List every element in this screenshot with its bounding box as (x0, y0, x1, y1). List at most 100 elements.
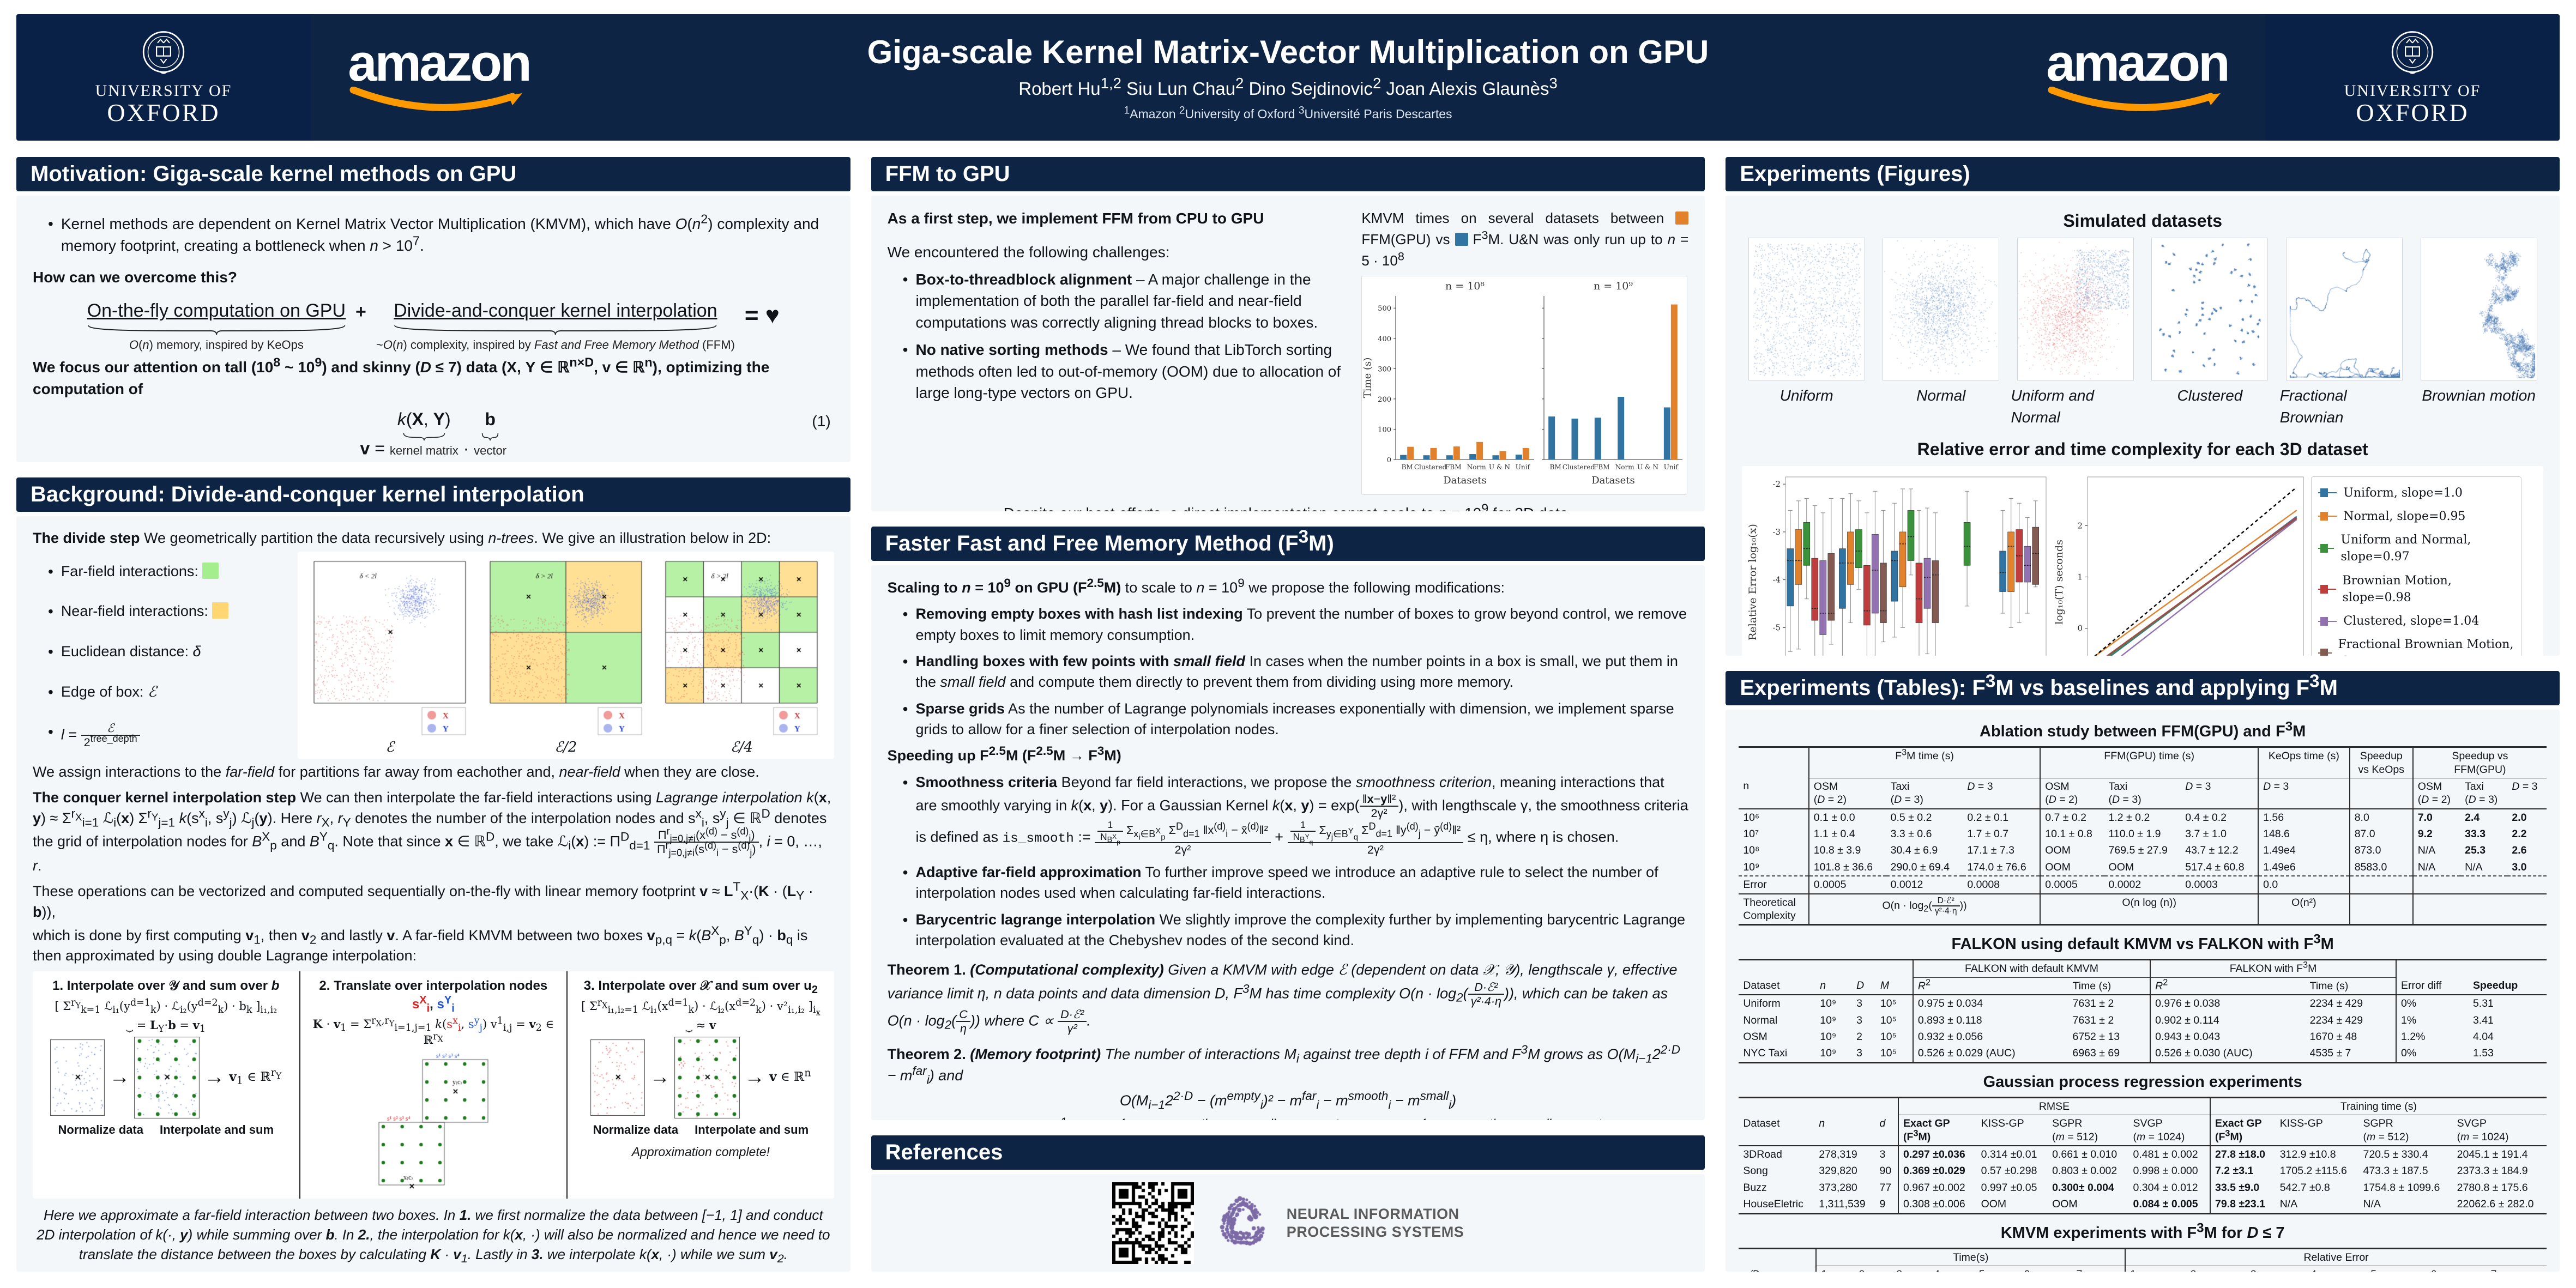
bullet-dot: • (48, 563, 53, 580)
term1-text: On-the-fly computation on GPU (87, 300, 346, 322)
f3m-bullet-list-1: • Removing empty boxes with hash list ind… (888, 603, 1689, 740)
bullet-dot: • (48, 723, 53, 741)
table-cell: O(n log (n)) (2040, 893, 2259, 925)
scatter-canvas-normal (1883, 238, 2000, 381)
legend-label-0: Uniform, slope=1.0 (2343, 486, 2463, 500)
table-cell: OOM (2045, 844, 2071, 857)
table-cell: OOM (2052, 1198, 2078, 1211)
table-cell: 10⁵ (1875, 1028, 1914, 1045)
term2-caption: ~O(n) complexity, inspired by Fast and F… (376, 337, 735, 352)
table-header-cell (2349, 778, 2414, 809)
legend-label-1: Normal, slope=0.95 (2343, 509, 2466, 523)
normalize-canvas-3 (590, 1039, 645, 1116)
table-caption: KMVM experiments with F3M for D ≤ 7 (2000, 1220, 2285, 1242)
column-left: Motivation: Giga-scale kernel methods on… (16, 157, 850, 1272)
axis-label: U & N (1637, 463, 1658, 471)
bar-s2-Clustered (1430, 448, 1437, 459)
table-cell: 2780.8 ± 175.6 (2457, 1181, 2528, 1194)
f3m-bullet2-1: • Adaptive far-field approximation To fur… (903, 862, 1689, 904)
partition-panel-2: ℰ/2 (486, 558, 645, 758)
oxford-line2: OXFORD (107, 98, 220, 126)
table-header-cell: OSM (D = 2) (2040, 778, 2104, 809)
lagrange-panel-sublabels-3: Normalize data Interpolate and sum (593, 1122, 809, 1138)
term-divide-conquer: Divide-and-conquer kernel interpolation … (376, 298, 735, 353)
bar-s2-Unif (1523, 448, 1530, 459)
table-header-cell: n (1815, 977, 1853, 996)
background-header: Background: Divide-and-conquer kernel in… (16, 477, 850, 512)
divide-illustration-row: • Far-field interactions: • Near-field int… (33, 552, 834, 759)
note-post: F3M. U&N was only run up to n = 5 · 108 (1361, 228, 1689, 269)
partition-label-3: ℰ/4 (730, 739, 753, 756)
normalize-label: Normalize data (58, 1122, 144, 1136)
table-cell: 0.2 ± 0.1 (1963, 808, 2041, 826)
table-cell: 10.8 ± 3.9 (1813, 844, 1861, 857)
whichdone-text: which is done by first computing v1, the… (33, 923, 808, 964)
table-cell: 10⁹ (1820, 997, 1837, 1010)
table-header-cell: 2 (1854, 1266, 1892, 1272)
table-cell: 0.967 ±0.002 (1903, 1181, 1965, 1194)
axis-label: Relative Error log₁₀(x) (1747, 524, 1759, 641)
table-cell: N/A (2279, 1198, 2298, 1211)
lagrange-panel-diagram-1: → → v1 ∈ ℝrY (50, 1036, 281, 1118)
table-cell: 1.2% (2401, 1030, 2426, 1043)
table-cell: 1.49e6 (2258, 858, 2350, 876)
legend-swatch-icon (2318, 544, 2334, 553)
table-cell: 329,820 (1819, 1165, 1857, 1177)
table-header-cell: KISS-GP (2275, 1115, 2359, 1147)
interpolate-label: Interpolate and sum (695, 1122, 809, 1136)
table-cell: 1.53 (2472, 1047, 2494, 1060)
scatter-label-fbm: Fractional Brownian (2279, 387, 2347, 426)
bullet-dot: • (48, 215, 53, 232)
legend-swatch-icon (2318, 512, 2337, 521)
table-header-cell: 1 (2125, 1266, 2186, 1272)
table-cell: 0.7 ± 0.2 (2045, 811, 2086, 824)
bar-s2-Norm (1476, 442, 1483, 459)
axis-label: 0 (1387, 456, 1391, 464)
axis-label: n = 10⁹ (1594, 280, 1633, 292)
table-cell: 27.8 ±18.0 (2215, 1148, 2266, 1161)
table-cell: 769.5 ± 27.9 (2108, 844, 2168, 857)
scatter-label-normal: Normal (1916, 387, 1966, 404)
background-bullet-text-0: Far-field interactions: (61, 561, 219, 583)
table: F3M time (s) FFM(GPU) time (s) KeOps time … (1739, 746, 2547, 926)
approximation-complete-note: Approximation complete! (631, 1144, 770, 1159)
axis-label: Clustered (1414, 463, 1447, 471)
bar-s2-FBM (1453, 446, 1461, 459)
table-cell: 5.31 (2472, 997, 2494, 1010)
table-cell: 290.0 ± 69.4 (1890, 861, 1950, 873)
scatter-label-bm: Brownian motion (2422, 387, 2536, 404)
table-cell: 0.976 ± 0.038 (2155, 997, 2221, 1010)
table-cell: 10⁹ (1820, 1047, 1837, 1060)
bar-s1-Norm (1469, 454, 1476, 459)
theorem-2b: respectively. Here M−1 = 122D and mfar0 … (888, 1115, 1689, 1120)
partition-label-2: ℰ/2 (554, 739, 577, 756)
table-header-cell: KeOps time (s) (2258, 747, 2350, 778)
bullet-dot: • (902, 700, 908, 717)
f3m-bullet1-0: • Removing empty boxes with hash list ind… (903, 603, 1689, 645)
table-cell: 278,319 (1819, 1148, 1857, 1161)
table-cell: 17.1 ± 7.3 (1963, 842, 2041, 859)
table-cell: Normal (1743, 1014, 1778, 1026)
table-cell: 0.0008 (1963, 875, 2041, 894)
normalize-canvas-1 (50, 1039, 105, 1116)
ffm-intro: As a first step, we implement FFM from C… (887, 210, 1264, 227)
table-cell: 8.0 (2349, 808, 2414, 826)
kmvm-table: KMVM experiments with F3M for D ≤ 7 Time(… (1739, 1220, 2547, 1272)
ffm-bullet-text-0: Box-to-threadblock alignment – A major c… (915, 270, 1318, 331)
ffm-header: FFM to GPU (871, 157, 1705, 191)
table: FALKON with default KMVM FALKON with F3M D… (1739, 959, 2547, 1063)
lagrange-panel-title-1: 1. Interpolate over 𝒴 and sum over b (52, 978, 280, 994)
ffm-content-row: As a first step, we implement FFM from C… (888, 208, 1689, 495)
f3m-scaling: Scaling to n = 109 on GPU (F2.5M) to sca… (887, 576, 1505, 596)
table-cell: 10⁵ (1875, 1012, 1914, 1029)
bar-s1-Clustered (1423, 455, 1430, 459)
table-cell: 0.902 ± 0.114 (2155, 1014, 2219, 1026)
table-header-cell: Dataset (1739, 977, 1816, 996)
f3m-bullet-list-2: • Smoothness criteria Beyond far field in… (888, 772, 1689, 951)
simulated-datasets-title: Simulated datasets (2063, 211, 2222, 231)
table-cell: 0.5 ± 0.2 (1890, 811, 1932, 824)
poster-title: Giga-scale Kernel Matrix-Vector Multipli… (867, 34, 1709, 70)
table-cell: 10⁵ (1875, 1045, 1914, 1063)
table-cell: 542.7 ±0.8 (2279, 1181, 2330, 1194)
relative-error-title: Relative error and time complexity for e… (1917, 439, 2368, 459)
